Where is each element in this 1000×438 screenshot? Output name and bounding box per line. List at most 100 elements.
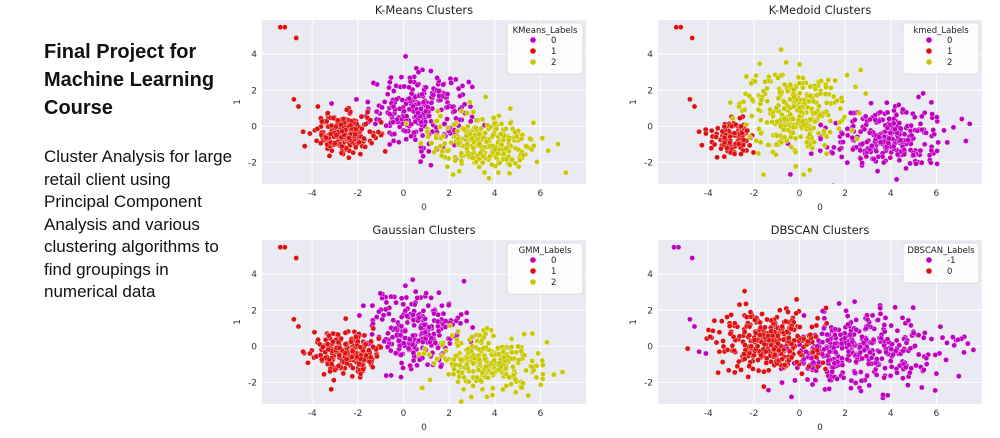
legend-marker [530, 268, 536, 274]
scatter-point [501, 151, 507, 157]
legend-label: 2 [947, 58, 952, 68]
scatter-point [791, 103, 797, 110]
scatter-point [794, 333, 801, 339]
scatter-point [849, 134, 856, 141]
scatter-point [764, 316, 770, 323]
scatter-point [508, 381, 514, 387]
scatter-point [823, 305, 829, 311]
scatter-point [914, 127, 921, 134]
scatter-point [540, 362, 546, 368]
scatter-point [773, 151, 779, 158]
scatter-point [708, 145, 715, 151]
scatter-point [394, 116, 400, 123]
scatter-point [843, 307, 849, 314]
scatter-point [716, 329, 723, 335]
scatter-point [420, 308, 427, 314]
scatter-point [819, 339, 826, 345]
scatter-point [821, 315, 828, 322]
scatter-point [402, 307, 409, 314]
scatter-point [800, 75, 806, 81]
scatter-point [507, 120, 514, 126]
scatter-point [422, 316, 428, 322]
scatter-point [771, 346, 777, 353]
scatter-point [445, 302, 452, 308]
scatter-point [823, 84, 829, 90]
scatter-point-outlier [291, 316, 297, 323]
scatter-point [926, 152, 933, 159]
scatter-point [826, 349, 833, 355]
y-tick-label: 0 [251, 342, 257, 352]
scatter-point [463, 318, 470, 324]
scatter-point [747, 309, 754, 315]
scatter-point [474, 374, 480, 381]
scatter-point [888, 364, 895, 370]
y-tick-label: -2 [644, 378, 653, 388]
scatter-point [832, 326, 839, 333]
scatter-point [331, 377, 337, 383]
scatter-point [386, 111, 393, 117]
scatter-point [432, 340, 439, 346]
scatter-point [506, 374, 512, 381]
scatter-point [370, 320, 376, 327]
scatter-point [332, 140, 338, 147]
scatter-point [790, 124, 797, 131]
scatter-point [416, 314, 422, 321]
scatter-point [346, 154, 352, 161]
scatter-point [426, 113, 432, 119]
scatter-point [892, 304, 898, 311]
x-tick-label: -4 [704, 189, 713, 199]
scatter-point [410, 332, 416, 339]
scatter-point-outlier [696, 348, 702, 355]
scatter-point [821, 325, 827, 332]
scatter-point [735, 141, 742, 147]
scatter-point [479, 116, 486, 123]
scatter-point [877, 311, 884, 317]
scatter-point [390, 138, 397, 144]
scatter-point [822, 91, 829, 97]
scatter-point [797, 324, 803, 330]
scatter-point [737, 115, 743, 121]
scatter-point [490, 132, 496, 138]
scatter-point [832, 77, 838, 84]
scatter-point-outlier [696, 128, 702, 135]
scatter-point-outlier [703, 130, 709, 137]
scatter-point [412, 288, 419, 295]
scatter-point [893, 337, 900, 344]
scatter-point [781, 105, 787, 112]
scatter-point [476, 164, 482, 170]
scatter-point [903, 165, 909, 172]
scatter-point [805, 98, 812, 105]
x-tick-label: -2 [353, 189, 362, 199]
scatter-point [301, 143, 308, 149]
scatter-point [445, 125, 451, 131]
scatter-point [490, 333, 497, 339]
scatter-point [934, 148, 940, 154]
scatter-point [530, 120, 537, 126]
scatter-point [839, 345, 845, 351]
scatter-point [461, 278, 467, 284]
scatter-point [469, 343, 475, 349]
scatter-point [921, 367, 927, 373]
scatter-point [487, 153, 493, 159]
scatter-point [757, 332, 763, 338]
scatter-point [460, 386, 467, 393]
scatter-point [877, 109, 884, 115]
scatter-point [872, 117, 879, 123]
scatter-point [852, 380, 859, 386]
scatter-point [890, 351, 896, 358]
scatter-point [781, 362, 788, 368]
scatter-point [340, 370, 347, 377]
scatter-point-outlier [300, 128, 306, 135]
scatter-point [459, 83, 466, 89]
scatter-point [508, 336, 515, 342]
scatter-point [436, 289, 442, 296]
scatter-point [761, 383, 767, 390]
scatter-point [837, 105, 844, 112]
scatter-point [435, 328, 442, 334]
scatter-point [877, 139, 884, 146]
scatter-point [864, 139, 870, 145]
scatter-point [923, 355, 930, 361]
scatter-point [863, 325, 869, 332]
scatter-point [903, 340, 910, 346]
scatter-point [857, 67, 864, 73]
